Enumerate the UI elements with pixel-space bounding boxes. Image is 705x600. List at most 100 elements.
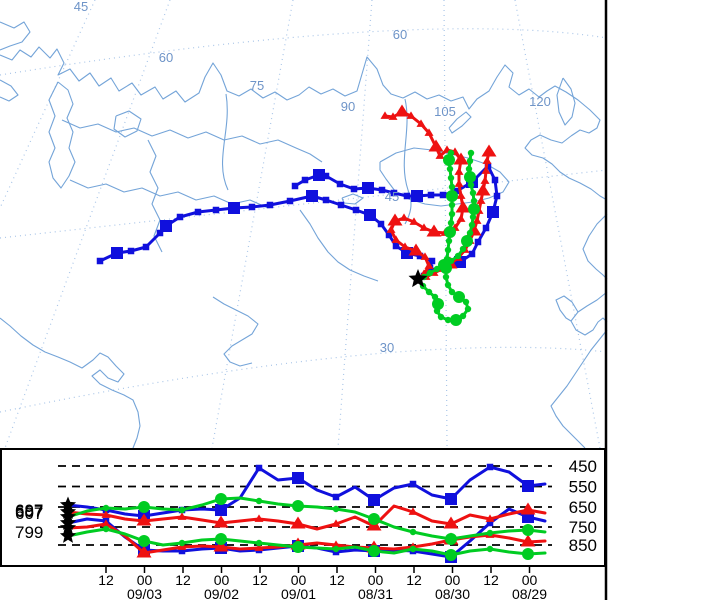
trajectory-marker-circle: [443, 154, 455, 166]
trajectory-marker-circle: [432, 298, 444, 310]
trajectory-marker-square: [194, 208, 202, 216]
trajectory-marker-square: [439, 191, 447, 199]
trajectory-marker-triangle: [475, 183, 491, 196]
trajectory-marker-square: [482, 224, 490, 232]
trajectory-marker-square: [142, 243, 150, 251]
trajectory-marker-square: [428, 257, 436, 265]
pressure-axis-label: 850: [569, 536, 597, 555]
trajectory-marker-square: [286, 197, 294, 205]
trajectory-marker-circle: [447, 219, 455, 227]
pressure-axis-label: 450: [569, 457, 597, 476]
trajectory-marker-square: [378, 186, 386, 194]
trajectory-marker-square: [352, 206, 360, 214]
trajectory-marker-triangle: [400, 242, 410, 250]
trajectory-marker-triangle: [455, 200, 471, 213]
trajectory-marker-square: [313, 169, 325, 181]
x-date-label: 09/02: [204, 586, 239, 600]
trajectory-marker-square: [392, 242, 400, 250]
trajectory-marker-triangle: [136, 513, 152, 526]
trajectory-marker-square: [127, 247, 135, 255]
x-tick-label: 00: [214, 572, 230, 588]
trajectory-marker-triangle: [388, 112, 398, 120]
trajectory-marker-circle: [425, 288, 433, 296]
trajectory-marker-circle: [433, 307, 441, 315]
start-pressure-label: 667: [15, 502, 43, 521]
trajectory-marker-square: [228, 202, 240, 214]
trajectory-marker-square: [390, 189, 398, 197]
trajectory-marker-circle: [461, 235, 473, 247]
trajectory-marker-circle: [444, 226, 456, 238]
trajectory-marker-square: [493, 192, 501, 200]
trajectory-marker-triangle: [387, 213, 403, 226]
x-date-label: 08/31: [358, 586, 393, 600]
trajectory-marker-circle: [448, 183, 456, 191]
trajectory-marker-square: [416, 252, 424, 260]
x-date-label: 09/01: [281, 586, 316, 600]
trajectory-marker-triangle: [428, 139, 444, 152]
river-yenisei: [403, 98, 412, 225]
trajectory-marker-triangle: [520, 502, 536, 515]
trajectory-marker-circle: [442, 273, 450, 281]
trajectory-marker-square: [291, 182, 299, 190]
trajectory-marker-circle: [469, 213, 477, 221]
trajectory-marker-circle: [409, 528, 417, 536]
trajectory-marker-circle: [255, 497, 263, 505]
trajectory-marker-triangle: [419, 223, 429, 231]
meridian-90e: [337, 0, 373, 449]
trajectory-marker-triangle: [409, 217, 419, 225]
coast-persian-gulf: [0, 317, 141, 449]
trajectory-marker-circle: [459, 245, 467, 253]
trajectory-marker-square: [255, 464, 263, 472]
trajectory-marker-triangle: [406, 111, 416, 119]
coast-black-sea: [0, 79, 19, 102]
lake-baikal: [448, 111, 472, 134]
trajectory-marker-circle: [426, 269, 434, 277]
meridian-120e: [514, 0, 601, 449]
trajectory-marker-triangle: [520, 534, 536, 547]
x-tick-label: 00: [522, 572, 538, 588]
trajectory-marker-triangle: [391, 235, 401, 243]
start-height-star: [59, 519, 77, 535]
trajectory-marker-circle: [522, 548, 534, 560]
trajectory-marker-circle: [450, 314, 462, 326]
trajectory-marker-circle: [486, 545, 494, 553]
coast-okhotsk: [524, 134, 608, 201]
trajectory-marker-square: [322, 196, 330, 204]
trajectory-marker-triangle: [290, 516, 306, 529]
trajectory-marker-circle: [447, 174, 455, 182]
start-pressure-label: 799: [15, 523, 43, 542]
trajectory-marker-circle: [438, 259, 450, 271]
pressure-axis-label: 550: [569, 478, 597, 497]
map-trajectories: [96, 104, 501, 326]
trajectory-marker-square: [522, 480, 534, 492]
longitude-label: 75: [250, 78, 264, 93]
trajectory-marker-circle: [138, 535, 150, 547]
coast-china-se: [550, 329, 608, 449]
trajectory-marker-circle: [292, 500, 304, 512]
coast-scandinavia: [0, 21, 31, 51]
trajectory-marker-square: [336, 180, 344, 188]
trajectory-marker-square: [266, 201, 274, 209]
x-tick-label: 12: [98, 572, 114, 588]
x-tick-label: 12: [175, 572, 191, 588]
trajectory-marker-circle: [332, 505, 340, 513]
trajectory-marker-circle: [486, 529, 494, 537]
trajectory-marker-square: [212, 206, 220, 214]
latitude-label: 45: [385, 189, 399, 204]
trajectory-marker-square: [474, 238, 482, 246]
trajectory-marker-circle: [102, 504, 110, 512]
trajectory-marker-square: [385, 231, 393, 239]
trajectory-marker-square: [156, 229, 164, 237]
trajectory-marker-square: [215, 504, 227, 516]
trajectory-marker-square: [301, 176, 309, 184]
trajectory-marker-triangle: [453, 152, 469, 165]
pressure-axis-label: 650: [569, 498, 597, 517]
trajectory-marker-circle: [368, 513, 380, 525]
latitude-label: 30: [380, 340, 394, 355]
trajectory-marker-circle: [215, 533, 227, 545]
trajectory-marker-triangle: [485, 514, 495, 522]
coast-arctic: [0, 46, 601, 137]
trajectory-marker-triangle: [420, 252, 430, 260]
trajectory-marker-triangle: [424, 261, 434, 269]
